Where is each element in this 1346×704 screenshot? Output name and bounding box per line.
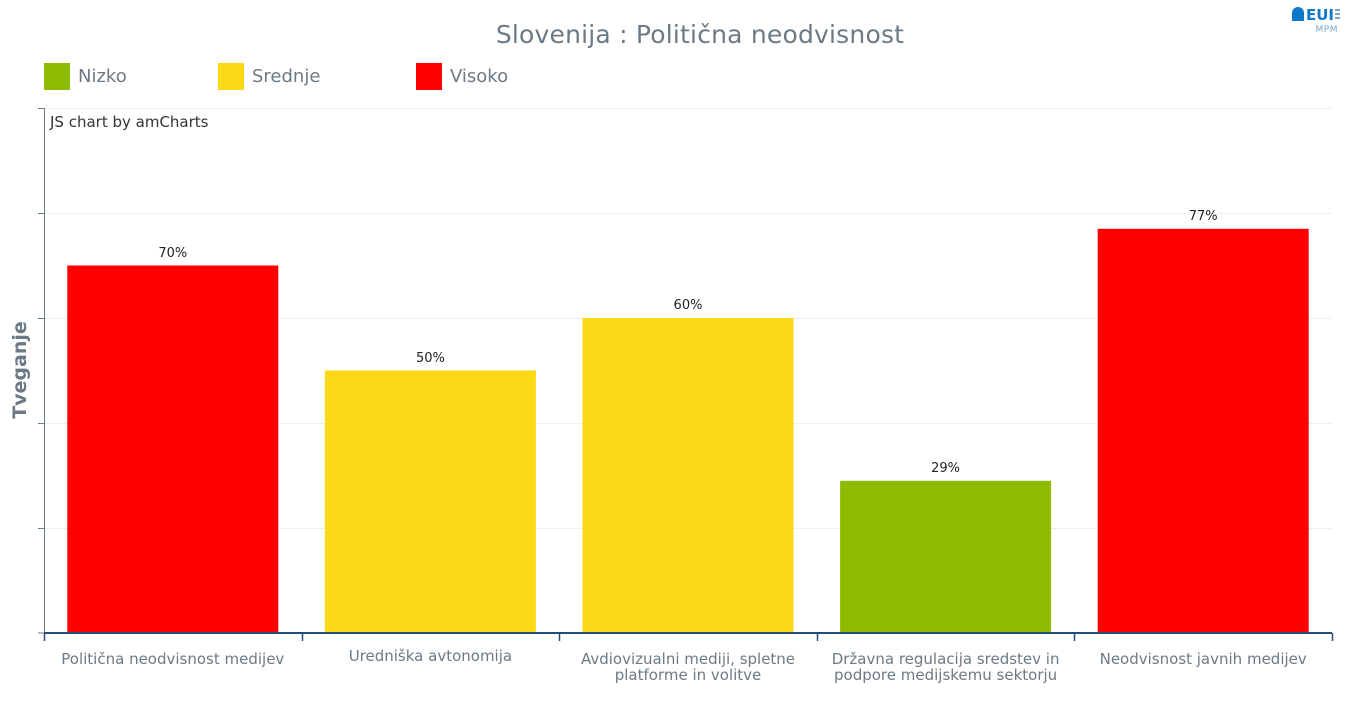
logo-sub-label: MPM (1315, 25, 1338, 35)
eui-logo: EUI MPM (1292, 6, 1340, 38)
legend-swatch-nizko (44, 63, 70, 90)
bar-data-label: 50% (415, 350, 445, 366)
x-axis-category-label: Politična neodvisnost medijev (61, 650, 285, 668)
legend-label-nizko: Nizko (78, 66, 127, 87)
bar-5[interactable] (1097, 228, 1309, 634)
legend-item-nizko[interactable]: Nizko (44, 63, 127, 90)
x-axis-category-label: Državna regulacija sredstev in podpore m… (831, 650, 1060, 684)
legend-item-visoko[interactable]: Visoko (416, 63, 508, 90)
bar-data-label: 60% (673, 298, 703, 313)
bar-4[interactable] (840, 480, 1052, 634)
logo-eui-text: EUI (1292, 6, 1334, 24)
x-axis-category-label: Neodvisnost javnih medijev (1099, 650, 1307, 668)
bar-1[interactable] (67, 265, 279, 634)
legend-item-srednje[interactable]: Srednje (218, 63, 320, 90)
logo-mark-icon (1292, 7, 1304, 21)
x-axis-category-label: Avdiovizualni mediji, spletne platforme … (580, 650, 796, 684)
chart-title: Slovenija : Politična neodvisnost (495, 20, 905, 49)
legend-swatch-srednje (218, 63, 244, 90)
bar-2[interactable] (324, 370, 536, 634)
legend-label-srednje: Srednje (252, 66, 321, 87)
logo-main-label: EUI (1306, 6, 1335, 24)
bar-3[interactable] (582, 318, 794, 633)
amcharts-credit-link[interactable]: JS chart by amCharts (50, 113, 209, 131)
bar-data-label: 70% (158, 245, 188, 261)
legend-swatch-visoko (416, 63, 442, 90)
x-axis-category-label: Uredniška avtonomija (348, 647, 513, 665)
logo-lines-icon (1335, 9, 1340, 21)
legend-label-visoko: Visoko (450, 66, 509, 87)
bar-data-label: 77% (1188, 208, 1218, 224)
bar-data-label: 29% (931, 460, 961, 476)
